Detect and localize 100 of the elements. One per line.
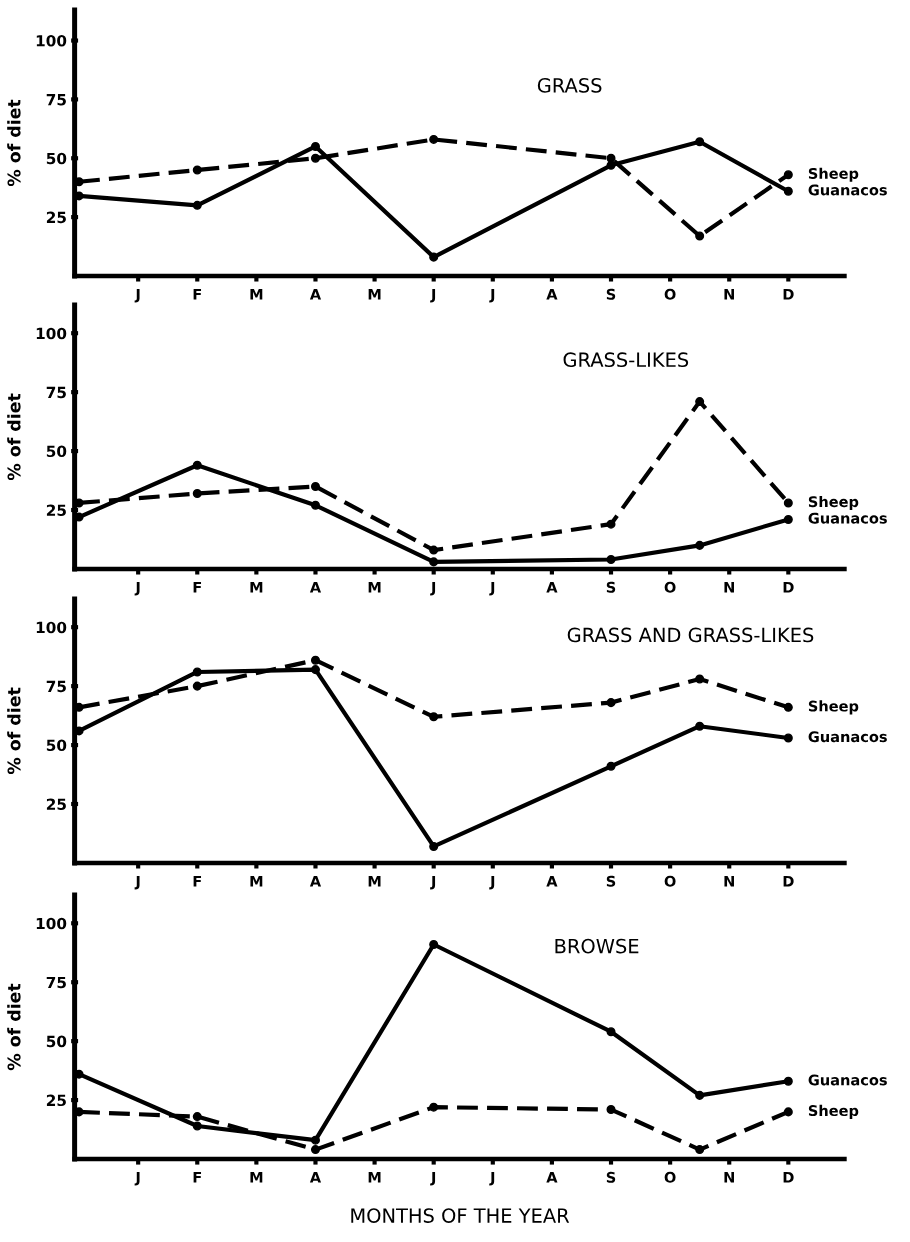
x-tick-label: A	[309, 875, 322, 887]
point	[192, 200, 202, 210]
x-tick-label: N	[724, 581, 734, 593]
point	[783, 186, 793, 196]
x-tick-label: D	[783, 288, 794, 300]
y-tick-label: 50	[46, 739, 67, 752]
y-tick-label: 50	[46, 152, 67, 165]
x-tick-label: S	[606, 875, 616, 887]
series-label: Sheep	[808, 167, 859, 182]
x-tick-label: A	[309, 288, 322, 300]
y-axis-title: % of diet	[7, 99, 21, 187]
point	[192, 667, 202, 677]
x-tick-label: J	[134, 875, 140, 890]
y-tick-label: 100	[36, 917, 67, 930]
x-tick-label: M	[368, 581, 381, 593]
x-tick-label: A	[546, 875, 558, 887]
point	[192, 165, 202, 175]
series-label: Sheep	[808, 1104, 859, 1119]
point	[310, 481, 320, 491]
y-tick-label: 50	[46, 445, 67, 458]
point	[192, 681, 202, 691]
x-tick-label: J	[134, 581, 140, 596]
x-tick-label: J	[134, 1171, 140, 1186]
point	[783, 733, 793, 743]
point	[783, 514, 793, 524]
x-tick-label: S	[606, 581, 616, 593]
x-tick-label: O	[664, 1171, 676, 1183]
x-tick-label: M	[250, 875, 263, 887]
point	[606, 1027, 616, 1037]
x-tick-label: J	[489, 1171, 495, 1186]
point	[606, 1105, 616, 1115]
point	[783, 702, 793, 712]
text: GRASS	[537, 78, 602, 93]
point	[310, 500, 320, 510]
y-tick-label: 25	[46, 211, 66, 224]
y-axis-title: % of diet	[7, 393, 21, 481]
series-label: Guanacos	[808, 1074, 887, 1086]
x-tick-label: M	[368, 288, 381, 300]
x-tick-label: J	[134, 288, 140, 303]
x-tick-label: J	[430, 581, 436, 596]
text: BROWSE	[555, 938, 639, 954]
point	[192, 1112, 202, 1122]
x-tick-label: F	[193, 875, 202, 887]
y-tick-label: 75	[46, 976, 66, 989]
y-tick-label: 100	[36, 621, 67, 634]
y-tick-label: 25	[46, 504, 66, 517]
point	[429, 252, 439, 262]
y-tick-label: 75	[46, 680, 66, 693]
x-tick-label: A	[309, 1171, 322, 1183]
x-tick-label: S	[606, 288, 616, 300]
x-tick-label: N	[724, 875, 734, 887]
point	[310, 1135, 320, 1145]
x-axis-title: MONTHS OF THE YEAR	[351, 1208, 570, 1223]
x-tick-label: J	[489, 875, 495, 890]
point	[192, 1121, 202, 1131]
x-tick-label: O	[664, 288, 676, 300]
x-tick-label: A	[546, 288, 558, 300]
x-tick-label: M	[368, 1171, 381, 1183]
series-label: Guanacos	[808, 184, 887, 196]
series-label: Sheep	[808, 495, 859, 510]
point	[310, 153, 320, 163]
series-label: Guanacos	[808, 731, 887, 743]
x-tick-label: J	[489, 288, 495, 303]
point	[606, 519, 616, 529]
x-tick-label: A	[309, 581, 322, 593]
point	[606, 555, 616, 565]
x-tick-label: M	[368, 875, 381, 887]
point	[429, 557, 439, 567]
x-tick-label: M	[250, 288, 263, 300]
point	[695, 721, 705, 731]
point	[429, 1102, 439, 1112]
x-tick-label: J	[489, 581, 495, 596]
point	[695, 540, 705, 550]
text: GRASS-LIKES	[563, 352, 689, 368]
x-tick-label: N	[724, 288, 734, 300]
point	[606, 698, 616, 708]
x-tick-label: D	[783, 581, 794, 593]
y-tick-label: 100	[36, 327, 67, 340]
series-label: Guanacos	[808, 512, 887, 524]
point	[310, 655, 320, 665]
point	[192, 460, 202, 470]
point	[429, 841, 439, 851]
x-tick-label: M	[250, 1171, 263, 1183]
x-tick-label: O	[664, 875, 676, 887]
point	[783, 170, 793, 180]
x-tick-label: N	[724, 1171, 734, 1183]
point	[429, 545, 439, 555]
x-tick-label: S	[606, 1171, 616, 1183]
point	[310, 665, 320, 675]
y-tick-label: 100	[36, 35, 67, 47]
point	[783, 1076, 793, 1086]
y-tick-label: 75	[46, 94, 66, 106]
y-tick-label: 25	[46, 1094, 66, 1107]
x-tick-label: O	[664, 581, 676, 593]
point	[429, 939, 439, 950]
point	[695, 1145, 705, 1155]
point	[429, 712, 439, 722]
x-tick-label: J	[430, 1171, 436, 1186]
x-tick-label: D	[783, 875, 794, 887]
x-tick-label: A	[546, 581, 558, 593]
